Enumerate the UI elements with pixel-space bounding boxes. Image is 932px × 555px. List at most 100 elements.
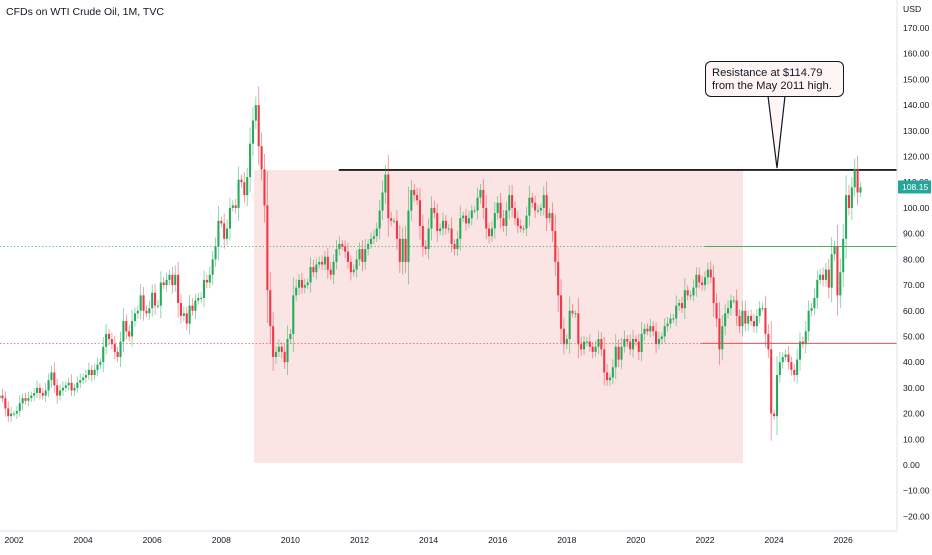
candle-up: [378, 210, 381, 229]
candle-up: [315, 264, 318, 273]
candle-up: [44, 390, 47, 396]
candle-down: [280, 346, 283, 352]
candle-up: [692, 287, 695, 296]
candle-down: [179, 303, 183, 316]
candle-up: [649, 326, 652, 332]
last-price-label: 108.15: [902, 182, 929, 192]
x-tick-label: 2024: [765, 535, 784, 545]
candle-down: [7, 408, 10, 417]
candle-down: [145, 310, 148, 314]
candle-up: [441, 220, 445, 229]
candle-up: [231, 205, 234, 208]
candle-down: [634, 339, 637, 342]
candle-down: [107, 333, 111, 340]
candle-up: [12, 413, 16, 415]
y-tick-label: 10.00: [903, 434, 925, 444]
candle-up: [574, 313, 577, 315]
candle-up: [332, 261, 335, 275]
candle-up: [833, 246, 836, 255]
candle-up: [430, 207, 433, 229]
range-box: [254, 169, 744, 463]
candle-up: [614, 346, 617, 368]
candle-up: [197, 297, 200, 301]
candle-up: [525, 215, 528, 229]
candle-up: [496, 202, 499, 214]
candle-down: [125, 321, 128, 332]
candle-down: [223, 223, 226, 239]
y-tick-label: 170.00: [903, 23, 930, 33]
candle-up: [277, 346, 280, 352]
candle-down: [822, 274, 825, 280]
candle-up: [816, 279, 819, 298]
candle-up: [758, 308, 761, 316]
candle-up: [597, 339, 600, 347]
candle-up: [274, 351, 278, 358]
candle-up: [447, 228, 450, 230]
candle-up: [755, 315, 758, 327]
candle-down: [698, 274, 701, 283]
candle-up: [476, 197, 479, 211]
candle-down: [856, 169, 859, 193]
candle-down: [344, 246, 347, 252]
candle-down: [444, 220, 447, 229]
candle-down: [312, 267, 315, 273]
candle-up: [660, 336, 663, 340]
candle-down: [234, 205, 237, 208]
candle-down: [738, 315, 741, 327]
candle-up: [813, 297, 816, 309]
candle-up: [611, 367, 614, 378]
candle-down: [534, 202, 537, 211]
candle-up: [367, 243, 370, 250]
candle-down: [154, 292, 157, 306]
candle-down: [329, 269, 332, 275]
candle-down: [750, 315, 753, 322]
candle-down: [346, 251, 350, 262]
candle-down: [220, 220, 223, 224]
candle-up: [473, 210, 476, 212]
x-tick-label: 2018: [557, 535, 576, 545]
candle-up: [286, 339, 289, 363]
candle-up: [726, 308, 730, 314]
candle-up: [456, 238, 459, 250]
candle-up: [594, 346, 597, 352]
candle-up: [775, 375, 779, 417]
candle-up: [96, 364, 99, 370]
candle-down: [128, 331, 131, 337]
candle-down: [680, 303, 684, 309]
candle-down: [398, 238, 401, 262]
candle-down: [591, 346, 594, 352]
candle-up: [845, 195, 848, 239]
candle-up: [148, 308, 151, 314]
candle-up: [352, 269, 355, 273]
candle-down: [56, 385, 59, 396]
candle-down: [735, 300, 738, 316]
candle-up: [384, 174, 387, 193]
candle-up: [807, 310, 810, 332]
candle-down: [773, 413, 776, 417]
candle-down: [272, 326, 275, 358]
candle-up: [188, 305, 191, 324]
candle-up: [105, 333, 108, 347]
candle-up: [781, 357, 784, 363]
y-tick-label: 50.00: [903, 331, 925, 341]
candle-up: [695, 274, 698, 288]
candle-up: [237, 179, 240, 208]
candle-up: [246, 177, 249, 196]
candle-up: [21, 398, 24, 404]
candle-up: [536, 210, 540, 212]
candle-up: [174, 274, 177, 286]
x-tick-label: 2006: [143, 535, 162, 545]
y-tick-label: 130.00: [903, 126, 930, 136]
candle-up: [82, 377, 85, 381]
candle-up: [30, 395, 33, 399]
candle-down: [571, 310, 574, 314]
candle-up: [732, 300, 735, 302]
candle-down: [395, 220, 398, 239]
candle-down: [646, 328, 649, 332]
candle-up: [490, 228, 493, 237]
y-tick-label: 140.00: [903, 100, 930, 110]
x-tick-label: 2016: [488, 535, 507, 545]
y-tick-label: 40.00: [903, 357, 925, 367]
candle-down: [41, 393, 44, 396]
